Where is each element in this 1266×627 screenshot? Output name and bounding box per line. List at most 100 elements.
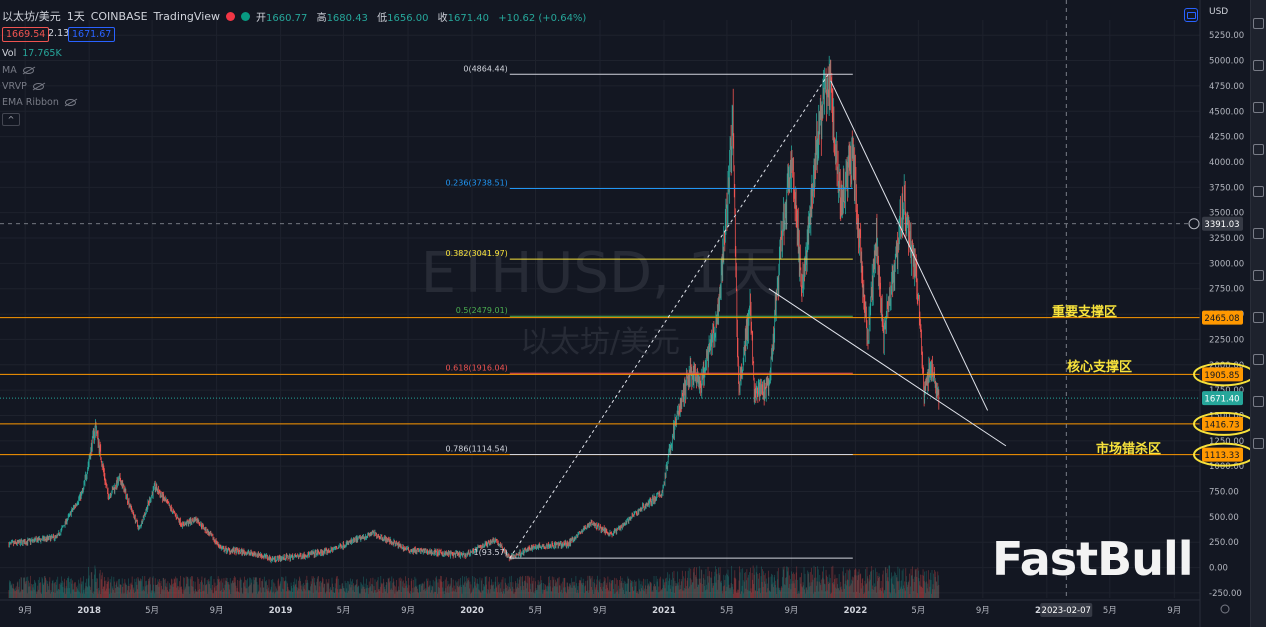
price-tick-label: 3250.00 (1209, 234, 1244, 244)
annotation-market-kill-zone: 市场错杀区 (1096, 442, 1162, 457)
volume-value: 17.765K (22, 48, 62, 59)
low-label: 低 (377, 12, 388, 24)
high-value: 1680.43 (326, 12, 368, 24)
eye-hidden-icon[interactable] (64, 99, 76, 106)
price-tick-label: 4500.00 (1209, 107, 1244, 117)
time-tick-label: 2021 (652, 606, 676, 616)
ma-label: MA (2, 65, 17, 76)
indicator-ema-ribbon[interactable]: EMA Ribbon (2, 97, 76, 108)
crosshair-price-tag-bg (1202, 216, 1243, 231)
watermark-name: 以太坊/美元 (520, 325, 680, 360)
price-tick-label: 500.00 (1209, 513, 1239, 523)
currency-selector[interactable]: USD (1209, 7, 1229, 17)
ema-ribbon-label: EMA Ribbon (2, 97, 59, 108)
time-tick-label: 9月 (976, 606, 990, 616)
time-tick-label: 2020 (460, 606, 484, 616)
screenshot-icon[interactable] (1184, 8, 1198, 22)
price-tick-label: 3000.00 (1209, 259, 1244, 269)
chat-icon[interactable] (1253, 312, 1264, 323)
price-tags: 3391.03 2465.08 1905.85 1416.73 1113.33 1671.… (1040, 216, 1243, 617)
interval-label[interactable]: 1天 (66, 10, 85, 23)
support-price-tag-bg (1202, 367, 1243, 382)
calendar-icon[interactable] (1253, 186, 1264, 197)
eye-hidden-icon[interactable] (32, 83, 44, 90)
fibonacci-retracement[interactable]: 0(4864.44) 0.236(3738.51) 0.382(3041.97) 0.… (446, 64, 853, 559)
chart-grid (0, 20, 1200, 598)
support-price-tag: 2465.08 (1204, 314, 1239, 324)
price-tick-label: 3500.00 (1209, 209, 1244, 219)
price-tick-label: 4750.00 (1209, 82, 1244, 92)
ask-price-box[interactable]: 1671.67 (68, 27, 116, 42)
price-tick-label: 5000.00 (1209, 57, 1244, 67)
alert-clock-icon[interactable] (1253, 60, 1264, 71)
bid-price-box[interactable]: 1669.54 (2, 27, 50, 42)
price-tick-label: 1500.00 (1209, 411, 1244, 421)
support-price-tag: 1416.73 (1204, 420, 1239, 430)
support-price-tag-bg (1202, 447, 1243, 462)
price-tick-label: 4250.00 (1209, 133, 1244, 143)
price-tick-label: -250.00 (1209, 589, 1242, 599)
close-label: 收 (437, 12, 448, 24)
open-value: 1660.77 (266, 12, 308, 24)
annotation-important-support: 重要支撑区 (1052, 305, 1118, 320)
indicator-ma[interactable]: MA (2, 65, 34, 76)
price-tick-label: 1000.00 (1209, 462, 1244, 472)
fib-level-label: 0.5(2479.01) (456, 306, 508, 315)
price-tick-label: 2000.00 (1209, 361, 1244, 371)
crosshair-price-tag: 3391.03 (1204, 220, 1239, 230)
add-alert-plus-icon (1188, 218, 1200, 230)
volume-label: Vol (2, 48, 17, 59)
price-tick-label: 1250.00 (1209, 437, 1244, 447)
fib-level-label: 1(93.57) (474, 548, 508, 557)
price-tick-label: 5250.00 (1209, 31, 1244, 41)
price-tick-label: 4000.00 (1209, 158, 1244, 168)
symbol-name[interactable]: 以太坊/美元 (2, 10, 61, 23)
trendline (830, 80, 989, 411)
time-tick-label: 9月 (18, 606, 32, 616)
time-tick-label: 2022 (844, 606, 868, 616)
support-price-tag-bg (1202, 416, 1243, 431)
crosshair-date-tag-bg (1040, 603, 1093, 617)
crosshair-date-tag: 2023-02-07 (1042, 606, 1091, 616)
time-tick-label: 5月 (529, 606, 543, 616)
support-price-tag-bg (1202, 310, 1243, 325)
volume-bars (8, 565, 940, 598)
streams-icon[interactable] (1253, 270, 1264, 281)
price-tick-label: 750.00 (1209, 488, 1239, 498)
help-icon[interactable] (1253, 438, 1264, 449)
right-toolbar (1250, 0, 1266, 627)
time-tick-label: 5月 (337, 606, 351, 616)
price-tick-label: 3750.00 (1209, 183, 1244, 193)
brand-logo: FastBull (992, 532, 1193, 586)
time-tick-label: 5月 (720, 606, 734, 616)
collapse-indicators-button[interactable]: ^ (2, 113, 20, 126)
support-price-tag: 1113.33 (1204, 451, 1239, 461)
fib-level-label: 0.618(1916.04) (446, 363, 508, 372)
time-tick-label: 5月 (145, 606, 159, 616)
crosshair (0, 0, 1200, 600)
trendlines[interactable] (509, 74, 1007, 559)
fib-level-label: 0(4864.44) (463, 64, 507, 73)
low-value: 1656.00 (387, 12, 429, 24)
notifications-icon[interactable] (1253, 354, 1264, 365)
ideas-icon[interactable] (1253, 228, 1264, 239)
chart-header: 以太坊/美元 1天 COINBASE TradingView 开1660.77 … (2, 8, 598, 24)
data-window-icon[interactable] (1253, 102, 1264, 113)
market-status-dot (226, 11, 236, 21)
indicator-vrvp[interactable]: VRVP (2, 81, 44, 92)
hotlist-icon[interactable] (1253, 396, 1264, 407)
eye-hidden-icon[interactable] (22, 67, 34, 74)
fib-level-label: 0.382(3041.97) (446, 249, 508, 258)
news-icon[interactable] (1253, 144, 1264, 155)
time-tick-label: 9月 (210, 606, 224, 616)
data-status-dot (241, 11, 251, 21)
support-price-tag: 1905.85 (1204, 371, 1239, 381)
indicator-volume[interactable]: Vol 17.765K (2, 48, 62, 59)
time-tick-label: 9月 (784, 606, 798, 616)
time-tick-label: 2019 (269, 606, 293, 616)
trendline (509, 74, 829, 559)
trendline (768, 288, 1007, 447)
fib-level-label: 0.786(1114.54) (446, 445, 508, 454)
watchlist-icon[interactable] (1253, 18, 1264, 29)
